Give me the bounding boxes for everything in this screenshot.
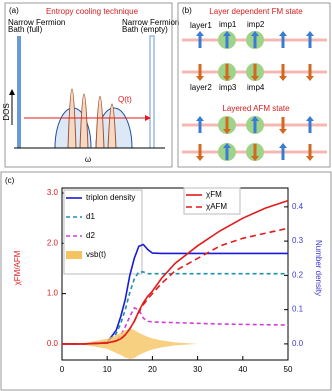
legend-label: triplon density — [86, 193, 135, 202]
spin-arrow-head — [196, 76, 204, 81]
empty-bath — [149, 35, 155, 149]
x-tick-label: 40 — [238, 365, 247, 374]
panel-title: Layered AFM state — [222, 104, 290, 113]
legend-label: vsb(t) — [86, 250, 106, 259]
imp-label: imp4 — [247, 83, 265, 92]
area — [62, 328, 288, 359]
spin-arrow-head — [279, 76, 287, 81]
y2-tick-label: 0.3 — [292, 236, 304, 245]
spin-arrow-head — [306, 76, 314, 81]
panel-c: (c) χFM/AFM Number density 0 10 20 30 40 50 0.… — [0, 171, 332, 391]
x-tick-label: 10 — [103, 365, 112, 374]
panel-b: (b) Layer dependent FM state layer1 imp1… — [177, 2, 331, 168]
dos-band — [54, 107, 133, 149]
legend-box — [63, 189, 143, 275]
panel-frame — [177, 2, 331, 168]
line — [62, 306, 289, 345]
spin-arrow-head — [251, 31, 259, 36]
spin-arrow-head — [306, 116, 314, 121]
layer-label: layer2 — [190, 83, 212, 92]
y2-tick-label: 0.1 — [292, 305, 304, 314]
spin-arrow-head — [306, 156, 314, 161]
spin-arrow-head — [279, 143, 287, 148]
legend-label: d2 — [86, 231, 95, 240]
imp-label: imp2 — [247, 20, 265, 29]
y-tick-label: 2.0 — [47, 238, 59, 247]
panel-label: (b) — [182, 6, 192, 15]
spin-arrow-head — [306, 31, 314, 36]
spin-arrow-head — [223, 143, 231, 148]
flow-label: Q(t) — [118, 95, 132, 104]
x-tick-label: 20 — [148, 365, 157, 374]
spin-arrow-head — [251, 76, 259, 81]
panel-title: Layer dependent FM state — [209, 7, 303, 16]
imp-label: imp3 — [219, 83, 237, 92]
legend-box — [183, 187, 241, 215]
spin-arrow-head — [251, 156, 259, 161]
legend-label: χFM — [206, 190, 222, 199]
bath-label: Narrow Fermion — [8, 18, 65, 27]
dos-peak — [67, 88, 117, 149]
y2-tick-label: 0.0 — [292, 339, 304, 348]
y-tick-label: 1.0 — [47, 289, 59, 298]
panel-label: (c) — [5, 176, 15, 185]
spin-arrow-head — [196, 156, 204, 161]
y2-tick-label: 0.2 — [292, 270, 304, 279]
panel-frame — [0, 171, 332, 391]
panel-frame — [4, 2, 173, 168]
spin-arrow-head — [251, 116, 259, 121]
imp-label: imp1 — [219, 20, 237, 29]
line — [62, 271, 288, 345]
legend-label: χAFM — [206, 202, 227, 211]
legend-label: d1 — [86, 212, 95, 221]
y-tick-label: 3.0 — [47, 188, 59, 197]
bath-label: Bath (full) — [8, 25, 43, 34]
x-tick-label: 30 — [193, 365, 202, 374]
y-axis-label: χFM/AFM — [13, 250, 22, 285]
spin-arrow-head — [279, 31, 287, 36]
spin-arrow-head — [279, 129, 287, 134]
layer-label: layer1 — [190, 21, 212, 30]
x-tick-label: 50 — [284, 365, 293, 374]
bath-label: Narrow Fermion — [122, 18, 179, 27]
y2-axis-label: Number density — [314, 240, 323, 296]
spin-arrow-head — [196, 116, 204, 121]
panel-label: (a) — [9, 6, 19, 15]
panel-a: (a) Entropy cooling technique Narrow Fer… — [2, 2, 179, 168]
legend-swatch — [66, 251, 82, 259]
y-tick-label: 0.0 — [47, 339, 59, 348]
line — [62, 227, 289, 345]
spin-arrow-head — [196, 31, 204, 36]
axis-label: DOS — [2, 103, 11, 120]
spin-arrow-head — [223, 31, 231, 36]
spin-arrow-head — [223, 129, 231, 134]
line — [62, 243, 288, 345]
full-bath — [17, 36, 21, 148]
axis-label: ω — [85, 155, 91, 164]
bath-label: Bath (empty) — [122, 25, 168, 34]
y2-tick-label: 0.4 — [292, 202, 304, 211]
x-tick-label: 0 — [60, 365, 65, 374]
panel-title: Entropy cooling technique — [46, 7, 139, 16]
spin-arrow-head — [223, 76, 231, 81]
